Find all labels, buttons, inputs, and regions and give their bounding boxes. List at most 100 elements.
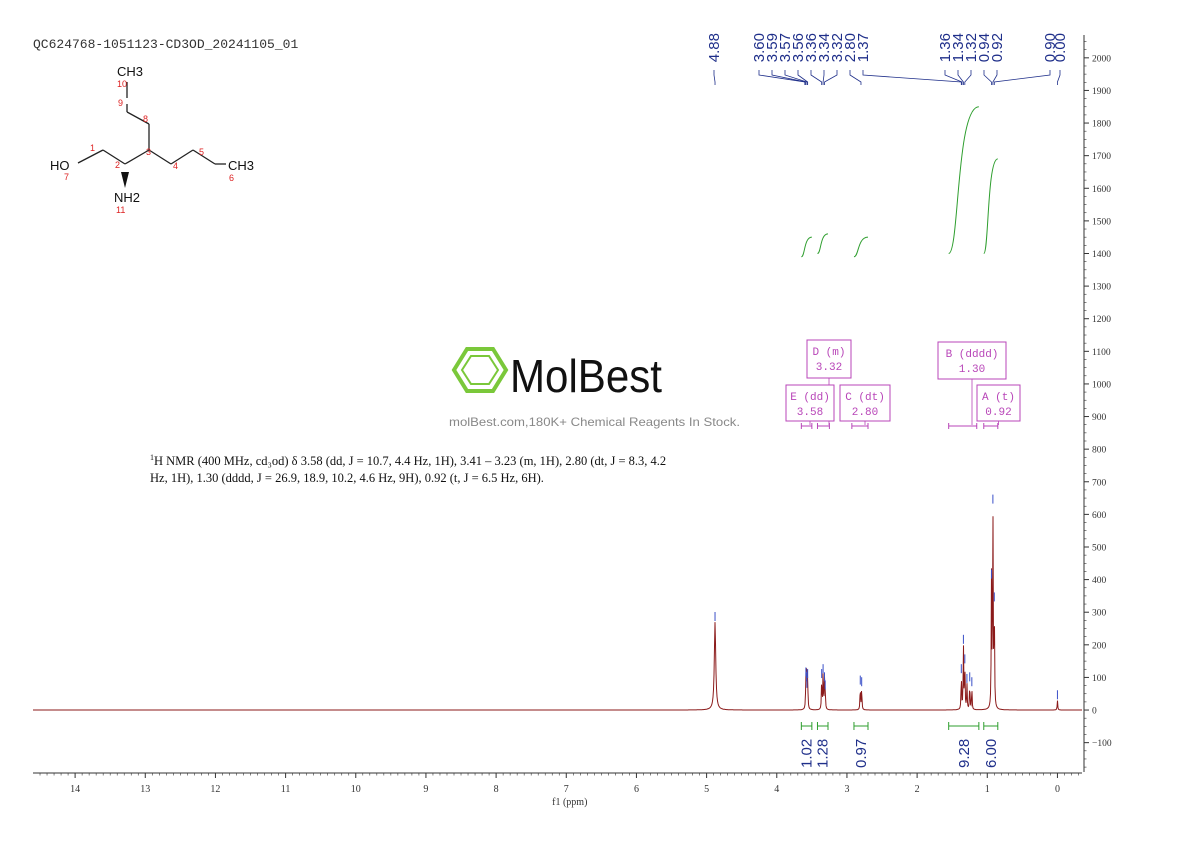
peak-label: 3.56 — [790, 33, 807, 62]
y-tick-label: 600 — [1092, 511, 1107, 521]
peak-label: 1.32 — [963, 33, 980, 62]
integral-curves: 1.02 1.28 0.97 9.28 6.00 — [799, 106, 1000, 768]
y-tick-label: 800 — [1092, 446, 1107, 456]
multiplet-box — [785, 384, 835, 422]
peak-label-leader — [993, 70, 1051, 85]
x-tick-label: 14 — [70, 784, 80, 795]
integral-value: 6.00 — [983, 739, 1000, 768]
peak-label-leader — [771, 70, 806, 85]
y-tick-label: 1300 — [1092, 283, 1111, 293]
y-tick-label: 2000 — [1092, 54, 1111, 64]
peak-label: 3.36 — [803, 33, 820, 62]
peak-label-leader — [1057, 70, 1061, 85]
atom-ch3-right: CH3 — [228, 158, 254, 173]
multiplet-shift: 0.92 — [985, 407, 1011, 419]
multiplet-shift: 3.58 — [797, 407, 823, 419]
atom-num-1: 1 — [90, 143, 95, 153]
multiplet-shift: 2.80 — [852, 407, 878, 419]
x-tick-label: 0 — [1055, 784, 1060, 795]
peak-label: 0.92 — [989, 33, 1006, 62]
x-tick-label: 13 — [140, 784, 150, 795]
integral-value: 9.28 — [956, 739, 973, 768]
atom-num-4: 4 — [173, 161, 178, 171]
y-tick-label: 900 — [1092, 413, 1107, 423]
peak-label-leader — [964, 70, 972, 85]
spectrum-line — [33, 516, 1082, 711]
y-tick-label: 1000 — [1092, 380, 1111, 390]
y-tick-label: 1500 — [1092, 217, 1111, 227]
peak-label: 3.60 — [751, 33, 768, 62]
y-tick-label: 400 — [1092, 576, 1107, 586]
multiplet-shift: 3.32 — [816, 362, 842, 374]
sample-id: QC624768-1051123-CD3OD_20241105_01 — [33, 37, 298, 52]
peak-label: 0.90 — [1042, 33, 1059, 62]
axes: 14 13 12 11 10 9 8 7 6 5 4 3 2 1 0f1 (ppm)−10001002003… — [33, 35, 1112, 808]
y-tick-label: 300 — [1092, 609, 1107, 619]
y-tick-label: 700 — [1092, 478, 1107, 488]
integral-curve — [853, 236, 869, 258]
x-tick-label: 2 — [915, 784, 920, 795]
x-tick-label: 6 — [634, 784, 639, 795]
peak-label-leader — [992, 70, 998, 85]
atom-num-2: 2 — [115, 160, 120, 170]
peak-label-leader — [784, 70, 808, 85]
peak-label: 3.32 — [829, 33, 846, 62]
integral-curve — [948, 106, 980, 254]
integral-value: 1.28 — [815, 739, 832, 768]
peak-label-leader — [957, 70, 964, 85]
peak-label: 2.80 — [842, 33, 859, 62]
multiplet-boxes: D (m) 3.32 E (dd) 3.58 C (dt) 2.80 B (dddd) 1.3… — [785, 339, 1021, 429]
peak-label-leader — [797, 70, 809, 85]
y-tick-label: 1700 — [1092, 152, 1111, 162]
x-tick-label: 8 — [494, 784, 499, 795]
atom-num-11: 11 — [116, 205, 125, 215]
y-tick-label: 1800 — [1092, 120, 1111, 130]
peak-labels: 4.88 3.603.593.573.563.363.343.322.801.37… — [706, 33, 1069, 85]
atom-num-8: 8 — [143, 114, 148, 124]
nmr-line2: Hz, 1H), 1.30 (dddd, J = 26.9, 18.9, 10.… — [150, 471, 544, 485]
atom-ch3-top: CH3 — [117, 64, 143, 79]
integral-value: 1.02 — [799, 739, 816, 768]
benzene-logo-icon — [451, 347, 509, 393]
nmr-line1: H NMR (400 MHz, cd₃od) δ 3.58 (dd, J = 1… — [154, 454, 666, 468]
peak-label: 3.59 — [764, 33, 781, 62]
x-tick-label: 3 — [844, 784, 849, 795]
y-tick-label: 0 — [1092, 707, 1097, 717]
peak-label: 1.37 — [855, 33, 872, 62]
atom-num-9: 9 — [118, 98, 123, 108]
x-tick-label: 7 — [564, 784, 569, 795]
peak-label: 4.88 — [706, 33, 723, 62]
peak-label-leader — [983, 70, 992, 85]
multiplet-type: E (dd) — [790, 392, 830, 404]
peak-label-leader — [758, 70, 806, 85]
y-tick-label: 1900 — [1092, 87, 1111, 97]
atom-num-10: 10 — [117, 79, 127, 89]
integral-curve — [983, 158, 999, 254]
multiplet-shift: 1.30 — [959, 364, 985, 376]
x-tick-label: 11 — [281, 784, 291, 795]
integral-value: 0.97 — [853, 739, 870, 768]
y-tick-label: −100 — [1092, 739, 1112, 749]
peak-label: 3.57 — [777, 33, 794, 62]
atom-num-6: 6 — [229, 173, 234, 183]
atom-num-3: 3 — [146, 147, 151, 157]
peak-label-leader — [824, 70, 838, 85]
nmr-sup: 1 — [150, 453, 154, 462]
molbest-watermark: MolBest molBest.com,180K+ Chemical Reage… — [449, 347, 740, 429]
peak-label: 1.36 — [937, 33, 954, 62]
x-tick-label: 4 — [774, 784, 779, 795]
multiplet-type: D (m) — [812, 347, 845, 359]
x-tick-label: 9 — [423, 784, 428, 795]
atom-nh2: NH2 — [114, 190, 140, 205]
chemical-structure: CH3 10 9 8 3 4 5 CH3 6 1 2 HO 7 NH2 11 — [50, 64, 254, 215]
multiplet-box — [937, 341, 1007, 380]
y-tick-label: 1100 — [1092, 348, 1111, 358]
brand-name: MolBest — [510, 350, 662, 402]
multiplet-box — [839, 384, 891, 422]
x-tick-label: 10 — [351, 784, 361, 795]
wedge-bond — [121, 172, 129, 188]
atom-num-7: 7 — [64, 172, 69, 182]
y-tick-label: 100 — [1092, 674, 1107, 684]
spectrum-trace — [33, 494, 1082, 711]
svg-text:1H NMR (400 MHz, cd₃od) δ 3.58: 1H NMR (400 MHz, cd₃od) δ 3.58 (dd, J = … — [150, 453, 666, 468]
